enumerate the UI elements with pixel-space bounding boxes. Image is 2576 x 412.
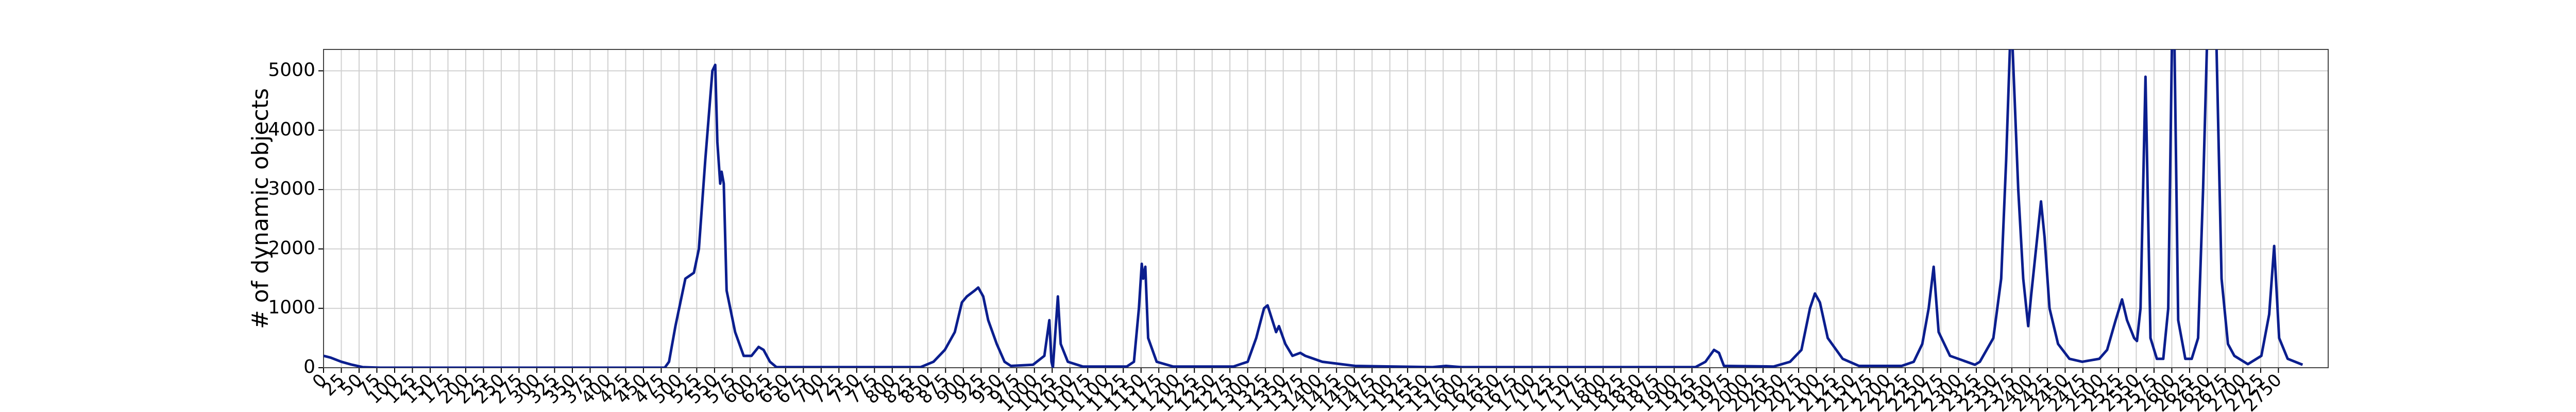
y-tick-label: 1000 xyxy=(268,297,315,318)
data-line xyxy=(324,49,2303,368)
y-tick-label: 5000 xyxy=(268,60,315,81)
plot-frame xyxy=(323,49,2329,368)
y-tick-label: 4000 xyxy=(268,119,315,140)
y-tick-label: 2000 xyxy=(268,237,315,259)
y-axis-label: # of dynamic objects xyxy=(247,88,274,329)
y-tick-label: 3000 xyxy=(268,178,315,199)
y-tick-label: 0 xyxy=(303,356,315,377)
